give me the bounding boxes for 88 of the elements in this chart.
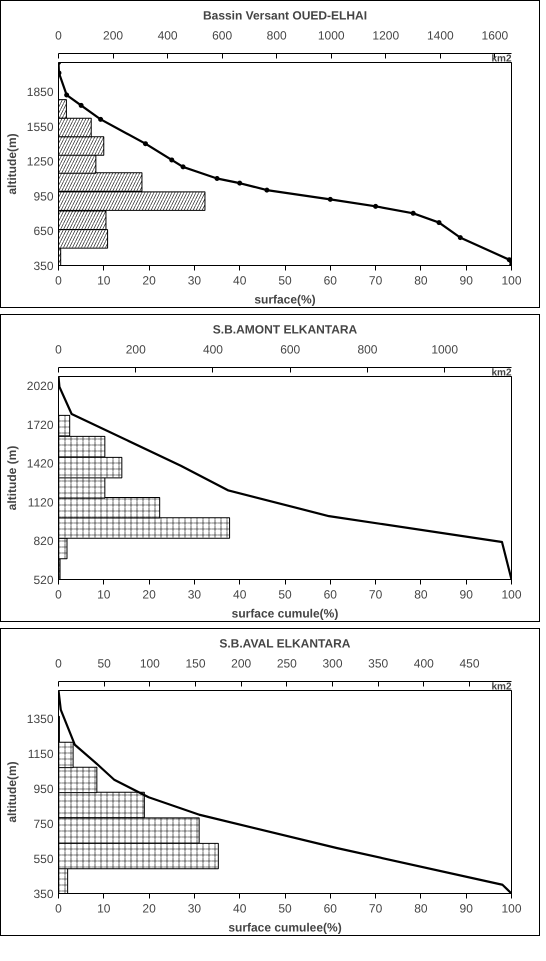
x2-tick-label: 1000: [318, 28, 345, 42]
x2-tick-label: 1000: [431, 342, 458, 356]
y-tick-label: 1720: [26, 418, 54, 432]
x-tick-label: 0: [55, 274, 62, 288]
x-tick-label: 20: [142, 274, 156, 288]
x-tick-label: 50: [278, 902, 292, 916]
x-tick-label: 90: [460, 902, 474, 916]
y-tick-label: 1150: [28, 747, 54, 761]
x2-axis-title: km2: [491, 54, 512, 64]
x-tick-label: 80: [414, 902, 428, 916]
x2-tick-label: 150: [185, 656, 206, 670]
x-tick-label: 90: [460, 588, 474, 602]
x-axis-title: surface(%): [254, 292, 316, 306]
y-tick-label: 2020: [26, 379, 54, 394]
x-tick-label: 40: [233, 588, 247, 602]
x-axis-title: surface cumulee(%): [228, 920, 342, 934]
x2-tick-label: 0: [55, 342, 62, 356]
x2-tick-label: 100: [140, 656, 160, 670]
x-axis-title: surface cumule(%): [232, 606, 338, 620]
x-tick-label: 70: [368, 588, 383, 602]
x-tick-label: 60: [324, 588, 338, 602]
x-tick-label: 90: [460, 274, 474, 288]
x-tick-label: 40: [233, 902, 247, 916]
x2-tick-label: 600: [280, 342, 301, 356]
x-tick-label: 70: [368, 902, 383, 916]
x-tick-label: 50: [278, 588, 292, 602]
x-tick-label: 100: [501, 274, 522, 288]
x-tick-label: 80: [414, 274, 428, 288]
x-tick-label: 100: [501, 902, 522, 916]
y-tick-label: 1850: [26, 85, 54, 99]
y-tick-label: 1350: [26, 712, 54, 726]
x-tick-label: 20: [142, 588, 156, 602]
x2-tick-label: 50: [97, 656, 112, 670]
x-tick-label: 0: [55, 902, 62, 916]
x2-axis-title: km2: [491, 368, 512, 378]
y-tick-label: 950: [33, 189, 54, 204]
y-tick-label: 350: [33, 887, 54, 901]
y-tick-label: 1250: [26, 154, 54, 169]
x-tick-label: 70: [368, 274, 383, 288]
y-axis-title: altitude (m): [4, 446, 19, 510]
chart-title: S.B.AMONT ELKANTARA: [212, 322, 358, 336]
y-tick-label: 1120: [28, 495, 54, 510]
x2-tick-label: 200: [126, 342, 146, 356]
y-tick-label: 1550: [26, 120, 54, 134]
x-tick-label: 60: [324, 902, 338, 916]
y-tick-label: 350: [33, 259, 54, 273]
x-tick-label: 30: [188, 588, 202, 602]
x2-tick-label: 450: [459, 656, 480, 670]
x-tick-label: 30: [188, 902, 202, 916]
x-tick-label: 80: [414, 588, 428, 602]
x-tick-label: 100: [501, 588, 522, 602]
x-tick-label: 40: [233, 274, 247, 288]
x2-tick-label: 0: [55, 656, 62, 670]
x-tick-label: 10: [97, 588, 111, 602]
x2-tick-label: 800: [357, 342, 378, 356]
x2-tick-label: 200: [103, 28, 124, 42]
x2-tick-label: 350: [368, 656, 388, 670]
x2-tick-label: 250: [276, 656, 298, 670]
y-tick-label: 1420: [26, 456, 54, 471]
y-axis-title: altitude(m): [4, 133, 19, 195]
y-tick-label: 820: [33, 534, 54, 548]
x2-tick-label: 0: [55, 28, 62, 42]
x2-tick-label: 800: [266, 28, 288, 42]
x2-tick-label: 600: [212, 28, 232, 42]
x2-tick-label: 1600: [482, 28, 509, 42]
x-tick-label: 50: [278, 274, 292, 288]
y-tick-label: 950: [33, 782, 54, 796]
x-tick-label: 30: [188, 274, 202, 288]
x-tick-label: 60: [324, 274, 338, 288]
y-axis-title: altitude(m): [4, 761, 19, 823]
x-tick-label: 10: [97, 902, 111, 916]
x2-tick-label: 400: [202, 342, 224, 356]
x-tick-label: 20: [142, 902, 156, 916]
x2-tick-label: 400: [414, 656, 434, 670]
x2-tick-label: 1200: [372, 28, 400, 42]
y-tick-label: 650: [33, 224, 54, 238]
x-tick-label: 10: [97, 274, 111, 288]
x2-tick-label: 300: [322, 656, 343, 670]
chart-title: S.B.AVAL ELKANTARA: [219, 636, 351, 650]
chart-title: Bassin Versant OUED-ELHAI: [202, 8, 368, 22]
x2-axis-title: km2: [491, 682, 512, 692]
x2-tick-label: 1400: [426, 28, 454, 42]
x2-tick-label: 200: [231, 656, 252, 670]
y-tick-label: 750: [33, 817, 54, 831]
y-tick-label: 520: [33, 573, 54, 587]
x2-tick-label: 400: [158, 28, 178, 42]
x-tick-label: 0: [55, 588, 62, 602]
y-tick-label: 550: [33, 852, 54, 866]
